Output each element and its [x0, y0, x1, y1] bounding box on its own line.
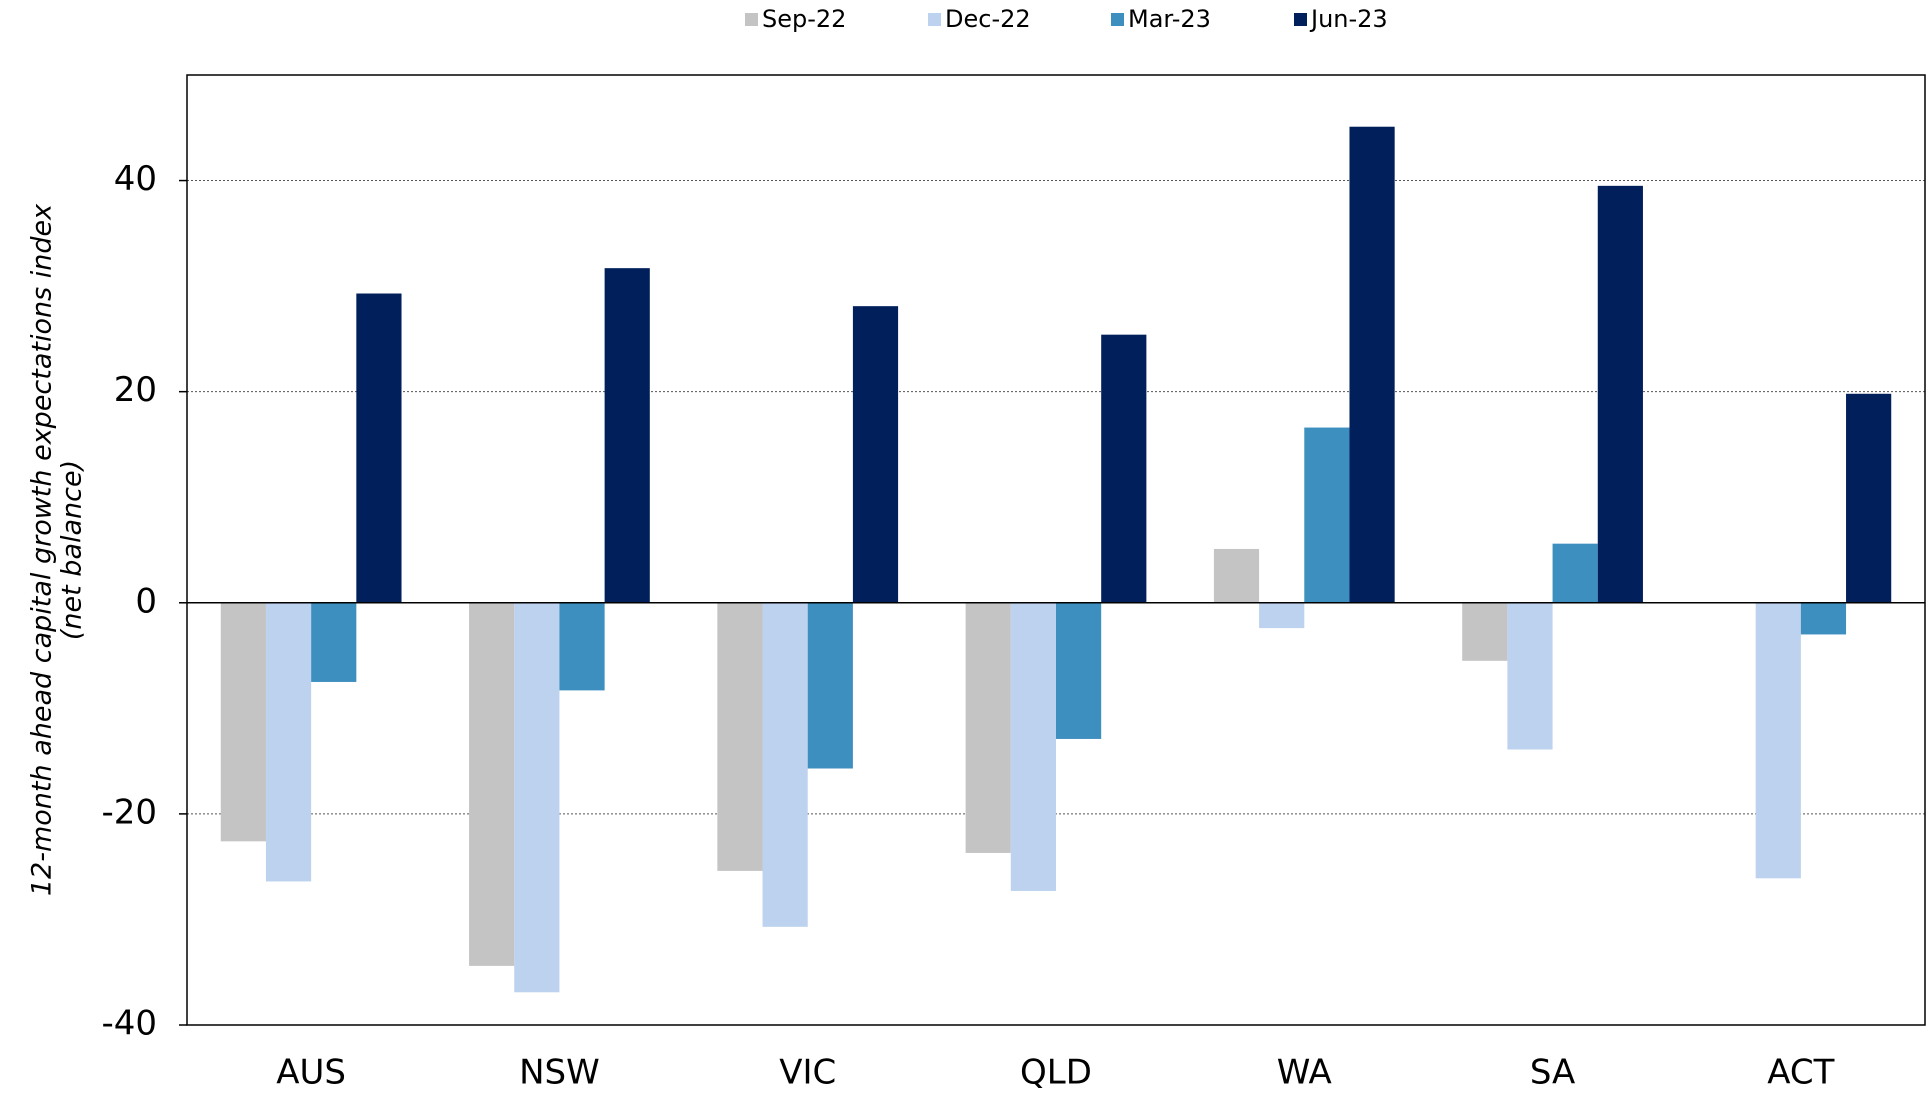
y-axis-title: 12-month ahead capital growth expectatio…	[27, 203, 88, 896]
legend-label: Mar-23	[1128, 5, 1211, 33]
bar	[807, 602, 853, 769]
bar	[1552, 543, 1598, 603]
bar	[1101, 334, 1147, 603]
legend-label: Sep-22	[762, 5, 846, 33]
plot-frame	[186, 74, 1926, 1026]
bar	[852, 306, 899, 603]
bar	[265, 602, 312, 882]
bar	[1304, 427, 1350, 603]
bar	[469, 602, 515, 966]
bar	[1846, 393, 1892, 603]
legend-swatch	[1294, 13, 1307, 26]
y-axis-subtitle: (net balance)	[57, 460, 88, 640]
bar	[1755, 602, 1801, 879]
bar	[514, 602, 560, 993]
bar	[311, 602, 357, 682]
legend-label: Jun-23	[1309, 5, 1388, 33]
bar	[1056, 602, 1102, 739]
bar	[965, 602, 1011, 853]
y-tick-label: -20	[101, 792, 157, 832]
bar	[559, 602, 605, 691]
bar	[1213, 548, 1260, 603]
y-tick-label: 40	[114, 159, 157, 199]
legend-swatch	[1111, 13, 1124, 26]
y-tick-label: -40	[101, 1004, 157, 1044]
bar	[762, 602, 808, 927]
y-axis-title-line: 12-month ahead capital growth expectatio…	[27, 203, 58, 896]
bar	[604, 268, 650, 603]
legend-label: Dec-22	[945, 5, 1031, 33]
x-tick-label: SA	[1530, 1053, 1575, 1093]
x-tick-label: NSW	[519, 1053, 600, 1093]
x-tick-label: ACT	[1767, 1053, 1834, 1093]
bar	[1597, 185, 1643, 603]
bar	[717, 602, 763, 871]
bar	[1259, 602, 1305, 629]
x-tick-label: QLD	[1020, 1053, 1092, 1093]
bar	[1507, 602, 1553, 750]
y-tick-label: 20	[114, 370, 157, 410]
legend-swatch	[928, 13, 941, 26]
bar	[356, 293, 402, 603]
bar	[1349, 126, 1395, 603]
x-tick-label: WA	[1277, 1053, 1332, 1093]
x-tick-label: VIC	[779, 1053, 836, 1093]
bar	[1800, 602, 1847, 635]
legend-swatch	[745, 13, 758, 26]
x-tick-label: AUS	[276, 1053, 346, 1093]
y-tick-label: 0	[135, 581, 157, 621]
bar	[220, 602, 266, 842]
bar	[1010, 602, 1056, 891]
bar	[1462, 602, 1508, 661]
